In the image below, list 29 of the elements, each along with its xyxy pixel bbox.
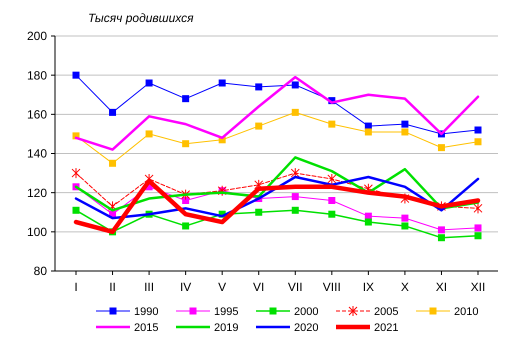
x-tick-label: XII bbox=[470, 280, 486, 294]
y-tick-label: 180 bbox=[26, 68, 48, 82]
x-tick-label: VII bbox=[288, 280, 303, 294]
x-tick-label: III bbox=[144, 280, 154, 294]
legend-label: 2015 bbox=[134, 322, 158, 334]
x-tick-label: VIII bbox=[322, 280, 341, 294]
y-tick-label: 200 bbox=[26, 29, 48, 44]
x-tick-label: IX bbox=[362, 280, 374, 294]
y-tick-label: 160 bbox=[26, 108, 48, 122]
y-tick-label: 100 bbox=[26, 225, 48, 240]
legend-label: 2019 bbox=[214, 322, 238, 334]
x-tick-label: X bbox=[400, 280, 409, 294]
x-tick-label: XI bbox=[436, 280, 448, 294]
y-axis-title: Тысяч родившихся bbox=[88, 11, 194, 25]
legend-label: 1995 bbox=[214, 306, 238, 318]
legend-label: 2021 bbox=[374, 322, 398, 334]
legend-label: 2005 bbox=[374, 306, 398, 318]
x-tick-label: II bbox=[109, 280, 116, 294]
legend-label: 2010 bbox=[454, 306, 478, 318]
x-tick-label: IV bbox=[180, 280, 192, 294]
legend-label: 2020 bbox=[294, 322, 318, 334]
x-tick-label: VI bbox=[253, 280, 264, 294]
y-tick-label: 120 bbox=[26, 186, 48, 200]
legend-label: 2000 bbox=[294, 306, 318, 318]
y-tick-label: 80 bbox=[34, 264, 48, 278]
x-tick-label: I bbox=[74, 280, 78, 294]
x-tick-label: V bbox=[218, 280, 226, 294]
legend-label: 1990 bbox=[134, 306, 158, 318]
y-tick-label: 140 bbox=[26, 146, 48, 161]
